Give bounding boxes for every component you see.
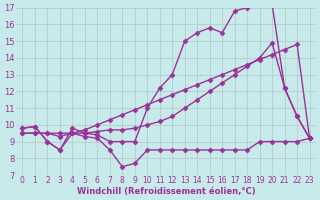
X-axis label: Windchill (Refroidissement éolien,°C): Windchill (Refroidissement éolien,°C) <box>77 187 255 196</box>
